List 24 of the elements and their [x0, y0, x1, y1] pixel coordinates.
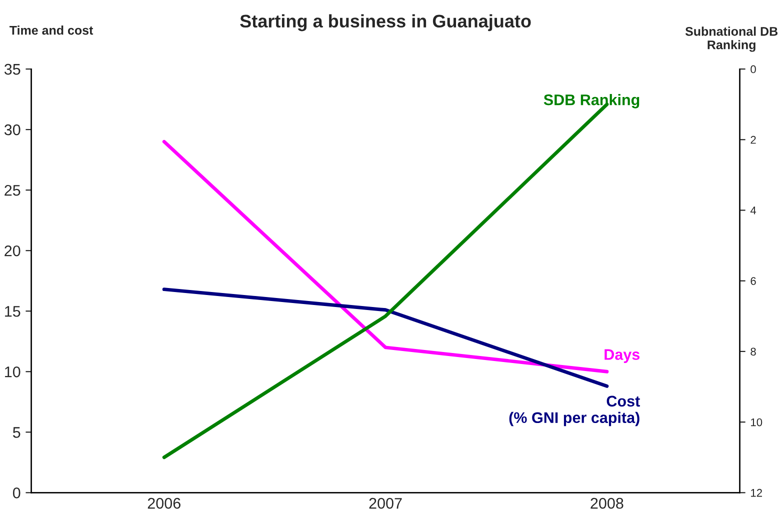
y-tick-label: 20 [4, 245, 20, 256]
y-tick-label: 30 [4, 124, 20, 136]
y2-tick-label: 2 [750, 136, 756, 144]
y2-tick-label: 4 [750, 206, 756, 214]
y-tick-label: 0 [12, 488, 20, 498]
text: Cost (% GNI per capita) [509, 396, 640, 426]
y2-tick-label: 10 [751, 418, 762, 426]
chart-title: Starting a business in Guanajuato [240, 14, 531, 32]
y-tick-label: 10 [5, 366, 20, 378]
y2-tick-label: 12 [751, 488, 762, 497]
y2-tick-label: 8 [750, 348, 756, 356]
y-tick-label: 15 [5, 306, 20, 317]
y-axis-title: Time and cost [10, 26, 94, 35]
x-tick-label: 2008 [590, 498, 624, 509]
y-tick-label: 35 [4, 64, 20, 75]
y2-axis-title: Subnational DB Ranking [685, 26, 778, 52]
y2-tick-label: 0 [750, 65, 756, 74]
series-label: SDB Ranking [544, 94, 640, 108]
x-tick-label: 2007 [369, 498, 402, 509]
y2-tick-label: 6 [750, 277, 756, 285]
y-tick-label: 5 [12, 427, 20, 438]
y-tick-label: 25 [4, 184, 20, 196]
x-tick-label: 2006 [148, 498, 180, 509]
series-label: Days [604, 349, 640, 363]
